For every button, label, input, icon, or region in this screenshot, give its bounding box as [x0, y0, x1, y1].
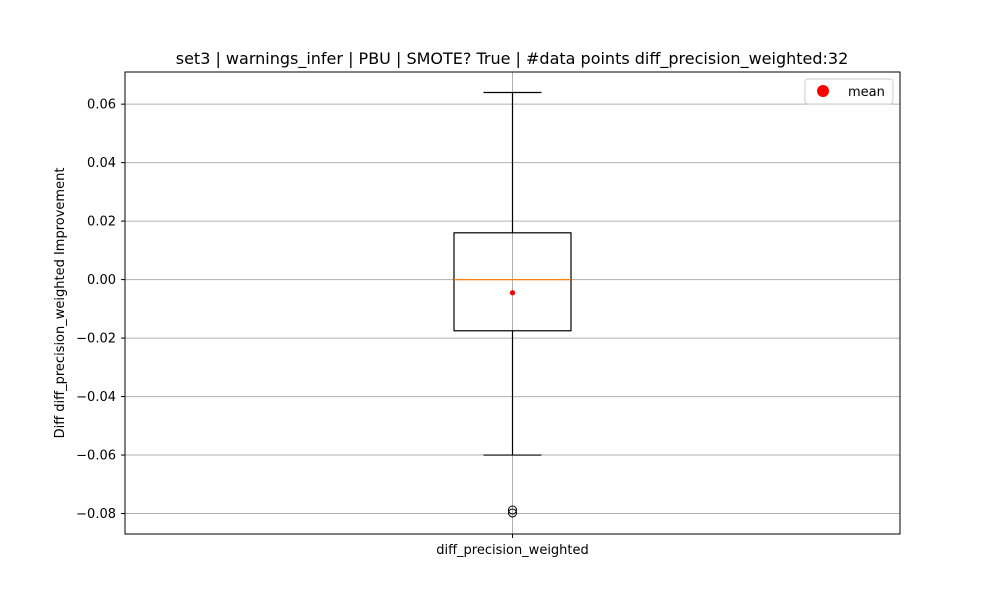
- y-tick-label: 0.02: [87, 215, 116, 230]
- legend-entry-mean: mean: [848, 85, 885, 100]
- y-tick-label: 0.04: [87, 156, 116, 171]
- y-tick-label: 0.06: [87, 98, 116, 113]
- mean-marker: [509, 290, 516, 296]
- box-layer: [453, 91, 572, 518]
- outlier-point: [508, 505, 517, 515]
- y-tick-label: 0.00: [87, 273, 116, 288]
- legend: mean: [804, 78, 894, 105]
- legend-mean-marker: [817, 85, 829, 97]
- x-tick-label: diff_precision_weighted: [436, 543, 589, 558]
- y-axis: 0.06 0.04 0.02 0.00 −0.02 −0.04 −0.06 −0.08: [76, 98, 125, 522]
- y-tick-label: −0.06: [76, 449, 116, 464]
- x-axis: diff_precision_weighted: [436, 534, 589, 558]
- outlier-point: [508, 508, 517, 518]
- interquartile-box: [453, 232, 572, 332]
- y-axis-label: Diff diff_precision_weighted Improvement: [53, 168, 68, 439]
- legend-frame: [804, 78, 894, 105]
- y-tick-label: −0.02: [76, 332, 116, 347]
- chart-title: set3 | warnings_infer | PBU | SMOTE? Tru…: [176, 49, 849, 69]
- y-tick-label: −0.08: [76, 507, 116, 522]
- y-tick-label: −0.04: [76, 390, 116, 405]
